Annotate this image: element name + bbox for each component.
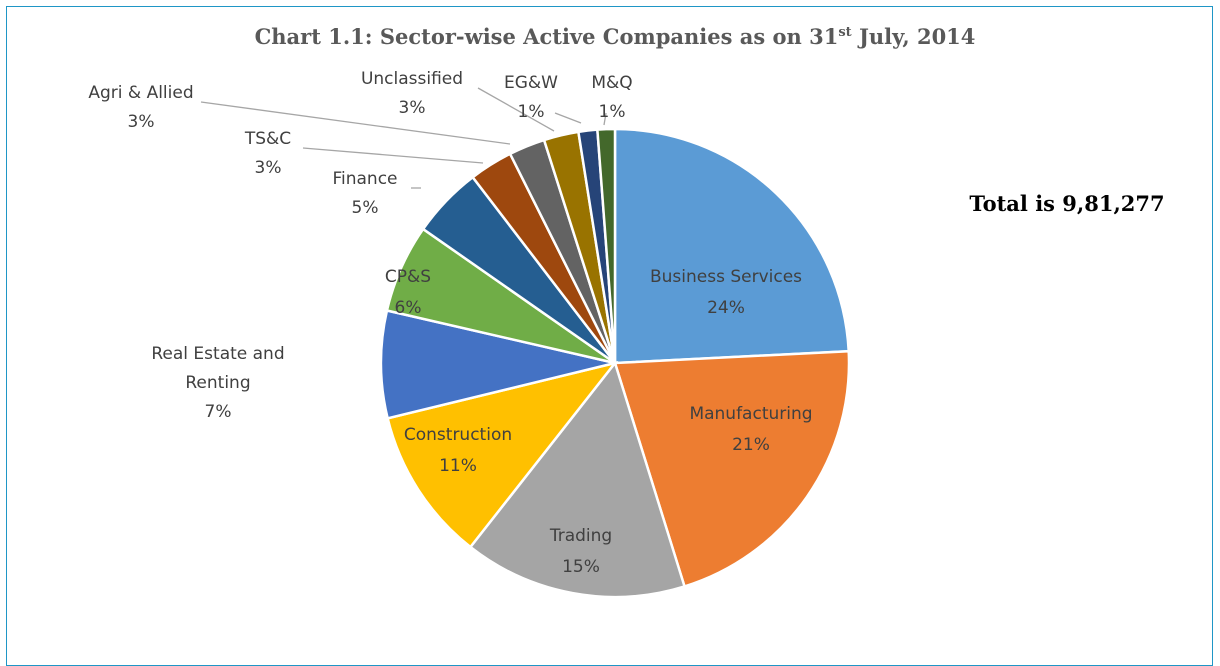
slice-label-cpands: CP&S — [385, 267, 431, 287]
slice-label-egandw: EG&W — [504, 73, 558, 93]
leader-lines — [200, 87, 607, 189]
slice-percent-unclassified: 3% — [399, 98, 426, 118]
leader-line-unclassified — [477, 87, 555, 132]
slice-label-mandq: M&Q — [591, 73, 632, 93]
slice-labels: Business Services 24% Manufacturing 21% Trad… — [88, 69, 812, 577]
leader-line-egandw — [554, 112, 582, 124]
chart-title: Chart 1.1: Sector-wise Active Companies … — [255, 24, 976, 49]
slice-label-finance: Finance — [332, 169, 397, 189]
slice-label-manufacturing: Manufacturing — [689, 404, 812, 424]
slice-label-business-services: Business Services — [650, 267, 802, 287]
slice-percent-business-services: 24% — [707, 298, 745, 318]
leader-line-mandq — [603, 112, 607, 126]
slice-percent-trading: 15% — [562, 557, 600, 577]
slice-percent-tsandc: 3% — [255, 158, 282, 178]
slice-label-unclassified: Unclassified — [361, 69, 463, 89]
title-tail: July, 2014 — [852, 24, 976, 49]
slice-percent-real-estate-and-renting: 7% — [205, 402, 232, 422]
slice-percent-construction: 11% — [439, 456, 477, 476]
total-annotation: Total is 9,81,277 — [969, 191, 1164, 216]
pie-slices — [379, 127, 851, 599]
slice-label-trading: Trading — [549, 526, 612, 546]
pie-slice-mandq — [596, 127, 617, 364]
slice-label-construction: Construction — [404, 425, 512, 445]
slice-label-real-estate-and-renting-line2: Renting — [185, 373, 250, 393]
slice-percent-cpands: 6% — [395, 298, 422, 318]
slice-label-real-estate-and-renting-line1: Real Estate and — [151, 344, 284, 364]
pie-slice-real-estate-and-renting — [379, 309, 616, 420]
pie-slice-trading — [468, 360, 687, 599]
slice-label-agri-and-allied: Agri & Allied — [88, 83, 193, 103]
slice-label-tsandc: TS&C — [244, 129, 291, 149]
slice-percent-agri-and-allied: 3% — [128, 112, 155, 132]
pie-slice-manufacturing — [613, 349, 851, 589]
leader-line-agri-and-allied — [200, 101, 511, 145]
slice-percent-mandq: 1% — [599, 102, 626, 122]
pie-slice-construction — [386, 360, 619, 549]
slice-percent-manufacturing: 21% — [732, 435, 770, 455]
title-main: Chart 1.1: Sector-wise Active Companies … — [255, 24, 839, 49]
title-sup: st — [838, 25, 851, 40]
slice-percent-egandw: 1% — [518, 102, 545, 122]
leader-line-tsandc — [302, 147, 484, 164]
slice-percent-finance: 5% — [352, 198, 379, 218]
pie-slice-business-services — [613, 127, 851, 365]
